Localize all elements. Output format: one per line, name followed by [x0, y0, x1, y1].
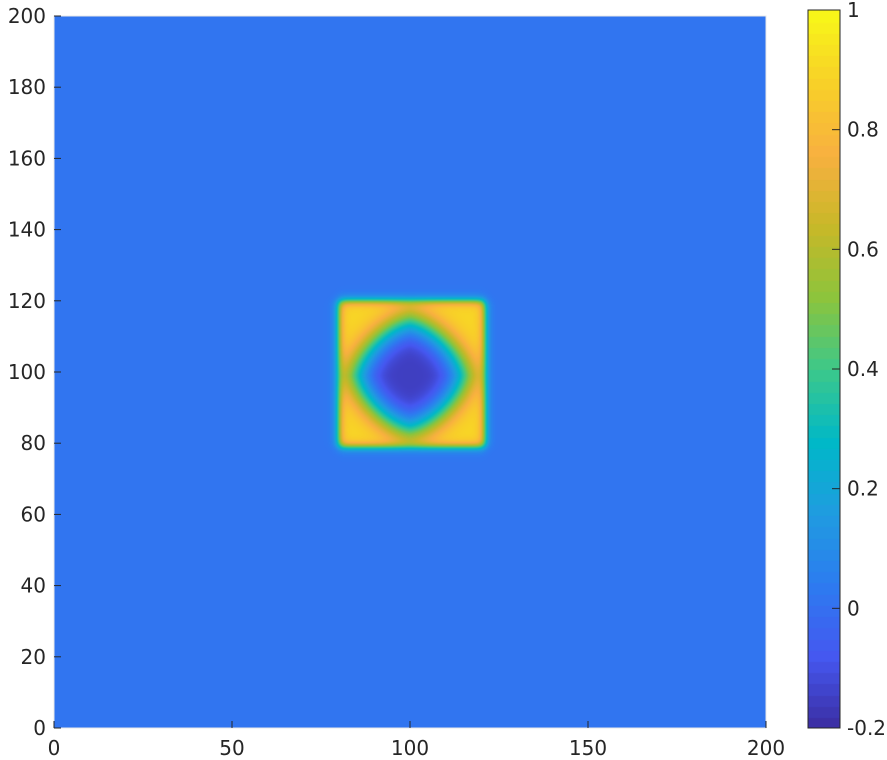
y-tick-label: 20: [21, 645, 46, 669]
plot-box: [53, 15, 767, 729]
colorbar-tick-label: 0: [847, 596, 860, 620]
colorbar-tick-label: 0.4: [847, 357, 879, 381]
y-tick-label: 180: [8, 75, 46, 99]
y-tick-label: 0: [33, 716, 46, 740]
x-tick-label: 200: [747, 736, 785, 760]
y-tick-label: 60: [21, 502, 46, 526]
y-tick-label: 80: [21, 431, 46, 455]
colorbar-tick-label: -0.2: [847, 716, 886, 740]
y-tick-label: 160: [8, 146, 46, 170]
colorbar-tick-label: 0.8: [847, 118, 879, 142]
y-tick-label: 40: [21, 574, 46, 598]
y-tick-label: 120: [8, 289, 46, 313]
x-tick-label: 50: [219, 736, 244, 760]
y-tick-label: 200: [8, 4, 46, 28]
colorbar-tick-label: 0.2: [847, 477, 879, 501]
x-tick-label: 100: [391, 736, 429, 760]
y-tick-label: 100: [8, 360, 46, 384]
colorbar-tick-label: 0.6: [847, 237, 879, 261]
x-tick-label: 150: [569, 736, 607, 760]
y-tick-label: 140: [8, 218, 46, 242]
heatmap-image: [54, 16, 766, 728]
colorbar-tick-label: 1: [847, 0, 860, 22]
x-tick-label: 0: [48, 736, 61, 760]
